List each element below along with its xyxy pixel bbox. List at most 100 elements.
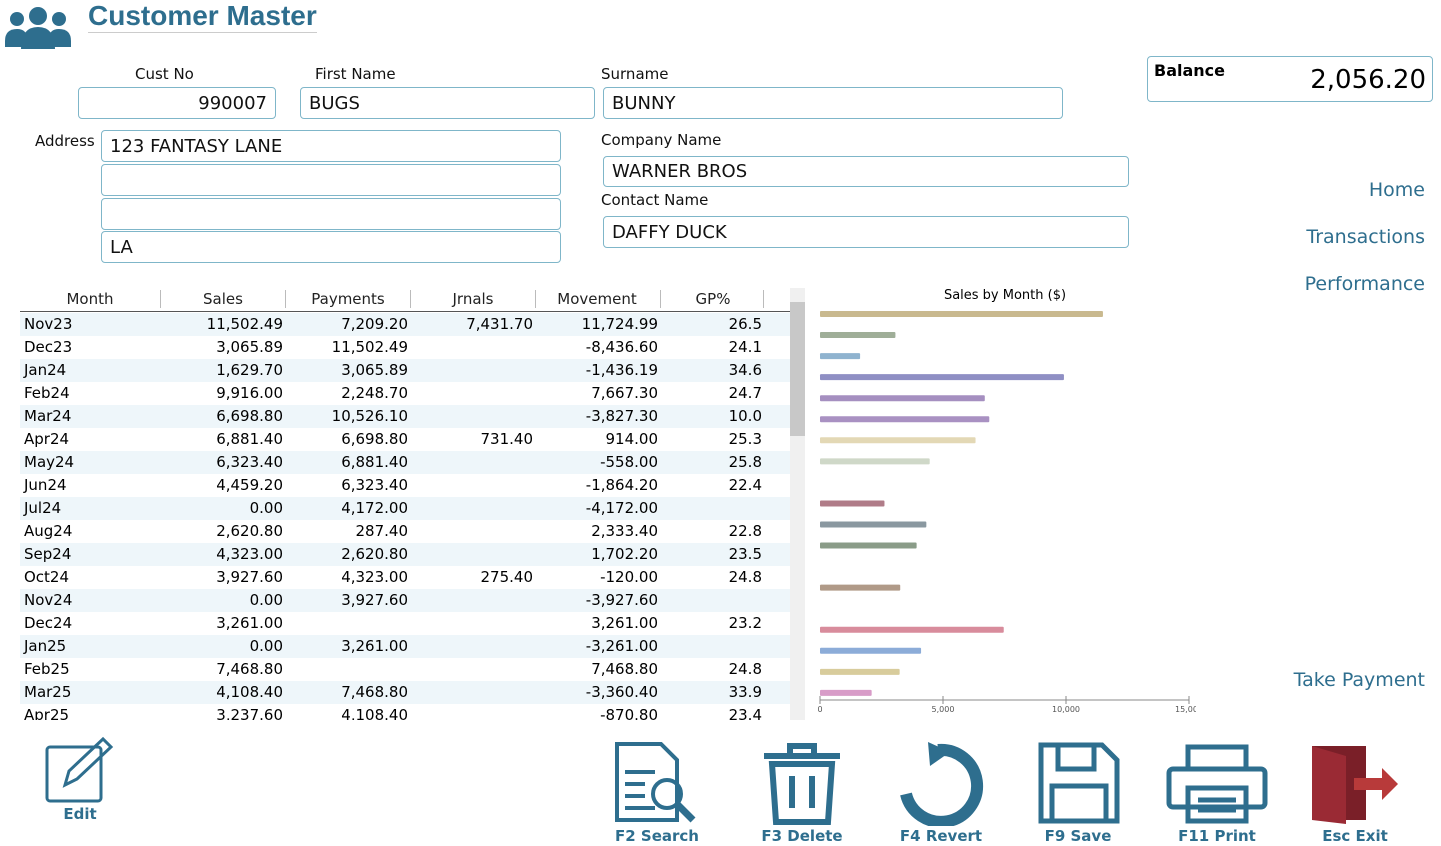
nav-link[interactable]: Home bbox=[1368, 179, 1425, 201]
table-cell: 25.8 bbox=[728, 453, 762, 471]
table-cell: Dec23 bbox=[24, 338, 73, 356]
balance-value: 2,056.20 bbox=[1310, 65, 1426, 95]
first-name-input[interactable]: BUGS bbox=[300, 87, 595, 119]
print-icon[interactable] bbox=[1166, 744, 1268, 824]
table-cell: Mar24 bbox=[24, 407, 72, 425]
table-cell: -120.00 bbox=[600, 568, 658, 586]
contact-input[interactable]: DAFFY DUCK bbox=[603, 216, 1129, 248]
table-cell: Apr25 bbox=[24, 706, 70, 720]
table-cell: 1,702.20 bbox=[591, 545, 658, 563]
button-label[interactable]: Esc Exit bbox=[1322, 827, 1388, 845]
address-input[interactable]: 123 FANTASY LANE bbox=[101, 130, 561, 162]
delete-icon[interactable] bbox=[762, 742, 842, 826]
table-row: Dec23 3,065.89 11,502.49 -8,436.60 24.1 bbox=[20, 336, 790, 359]
bar bbox=[820, 374, 1064, 381]
nav-link[interactable]: Transactions bbox=[1306, 226, 1425, 248]
table-cell: 9,916.00 bbox=[216, 384, 283, 402]
cust-no-input[interactable]: 990007 bbox=[78, 87, 276, 119]
table-cell: 24.8 bbox=[728, 660, 762, 678]
bar bbox=[820, 395, 985, 402]
table-row: Apr24 6,881.40 6,698.80 731.40 914.00 25.3 bbox=[20, 428, 790, 451]
table-cell: 3,261.00 bbox=[341, 637, 408, 655]
table-cell: 22.4 bbox=[728, 476, 762, 494]
table-row: Jan25 0.00 3,261.00 -3,261.00 bbox=[20, 635, 790, 658]
table-cell: 25.3 bbox=[728, 430, 762, 448]
table-cell: 3,927.60 bbox=[216, 568, 283, 586]
address-input[interactable] bbox=[101, 164, 561, 196]
chart: Sales by Month ($) 0 5,000 10,000 15,000 bbox=[817, 288, 1196, 714]
address-input[interactable] bbox=[101, 198, 561, 230]
x-tick-label: 5,000 bbox=[932, 705, 955, 714]
table-cell: 7,667.30 bbox=[591, 384, 658, 402]
table-cell: 0.00 bbox=[249, 499, 283, 517]
balance-box: Balance 2,056.20 bbox=[1147, 56, 1433, 102]
table-cell: 6,881.40 bbox=[341, 453, 408, 471]
button-label[interactable]: F9 Save bbox=[1044, 827, 1112, 845]
nav-link[interactable]: Performance bbox=[1304, 273, 1425, 295]
exit-icon[interactable] bbox=[1310, 742, 1400, 824]
table-cell: 2,333.40 bbox=[591, 522, 658, 540]
table-cell: 7,209.20 bbox=[341, 315, 408, 333]
table-cell: Aug24 bbox=[24, 522, 73, 540]
button-label[interactable]: F2 Search bbox=[615, 827, 699, 845]
label: First Name bbox=[315, 65, 396, 83]
button-label[interactable]: F4 Revert bbox=[899, 827, 983, 845]
save-icon[interactable] bbox=[1038, 742, 1120, 824]
table-cell: 24.1 bbox=[728, 338, 762, 356]
column-separator bbox=[763, 290, 764, 308]
table-cell: -3,261.00 bbox=[585, 637, 658, 655]
customers-icon bbox=[5, 7, 71, 49]
table-cell: Jan25 bbox=[24, 637, 67, 655]
bar bbox=[820, 353, 861, 360]
table-cell: 24.7 bbox=[728, 384, 762, 402]
address-input[interactable]: LA bbox=[101, 231, 561, 263]
column-header: Movement bbox=[557, 290, 637, 308]
surname-input[interactable]: BUNNY bbox=[603, 87, 1063, 119]
column-header: Jrnals bbox=[452, 290, 494, 308]
table-cell: 7,468.80 bbox=[216, 660, 283, 678]
table-cell: -3,360.40 bbox=[585, 683, 658, 701]
table-cell: 10,526.10 bbox=[331, 407, 408, 425]
table-cell: 23.4 bbox=[728, 706, 762, 720]
table-row: Mar24 6,698.80 10,526.10 -3,827.30 10.0 bbox=[20, 405, 790, 428]
table-cell: 22.8 bbox=[728, 522, 762, 540]
table-cell: 7,468.80 bbox=[341, 683, 408, 701]
column-header: GP% bbox=[695, 290, 731, 308]
table-row: Jan24 1,629.70 3,065.89 -1,436.19 34.6 bbox=[20, 359, 790, 382]
button-label[interactable]: F11 Print bbox=[1178, 827, 1256, 845]
column-separator bbox=[410, 290, 411, 308]
table-cell: 3,065.89 bbox=[216, 338, 283, 356]
table-cell: 4,108.40 bbox=[216, 683, 283, 701]
sales-table: Month Sales Payments Jrnals Movement GP% Nov23… bbox=[20, 288, 790, 720]
company-input[interactable]: WARNER BROS bbox=[603, 156, 1129, 187]
scrollbar[interactable] bbox=[790, 288, 805, 720]
table-cell: 11,502.49 bbox=[206, 315, 283, 333]
table-cell: Jan24 bbox=[24, 361, 67, 379]
x-tick-label: 0 bbox=[817, 705, 822, 714]
edit-icon[interactable] bbox=[45, 735, 115, 805]
table-cell: 7,431.70 bbox=[466, 315, 533, 333]
column-separator bbox=[535, 290, 536, 308]
table-cell: -3,827.30 bbox=[585, 407, 658, 425]
search-icon[interactable] bbox=[615, 742, 699, 824]
table-cell: 4,172.00 bbox=[341, 499, 408, 517]
bar bbox=[820, 437, 976, 444]
table-cell: Sep24 bbox=[24, 545, 72, 563]
table-cell: -8,436.60 bbox=[585, 338, 658, 356]
table-cell: 731.40 bbox=[480, 430, 534, 448]
table-cell: 2,620.80 bbox=[216, 522, 283, 540]
table-row: Feb24 9,916.00 2,248.70 7,667.30 24.7 bbox=[20, 382, 790, 405]
title: Customer Master bbox=[88, 0, 317, 33]
header-rule bbox=[20, 311, 790, 312]
button-label[interactable]: Edit bbox=[63, 805, 97, 823]
column-separator bbox=[660, 290, 661, 308]
chart-title: Sales by Month ($) bbox=[944, 288, 1066, 303]
table-cell: 6,323.40 bbox=[216, 453, 283, 471]
table-cell: Feb24 bbox=[24, 384, 70, 402]
table-cell: Apr24 bbox=[24, 430, 70, 448]
revert-icon[interactable] bbox=[898, 742, 984, 826]
button-label[interactable]: F3 Delete bbox=[761, 827, 843, 845]
take-payment[interactable]: Take Payment bbox=[1293, 669, 1425, 691]
bar bbox=[820, 689, 872, 696]
